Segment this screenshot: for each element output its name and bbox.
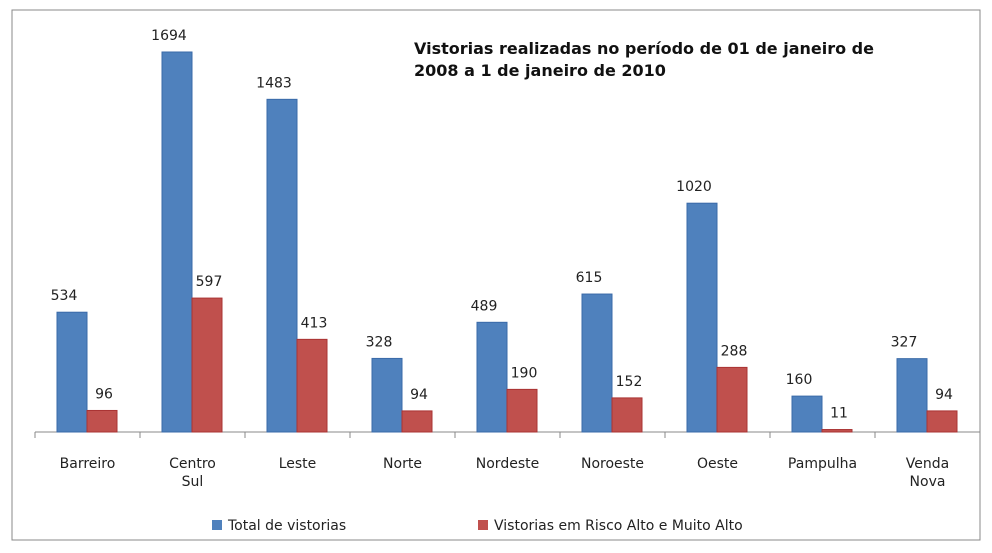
- bar: [401, 410, 433, 433]
- bar: [896, 358, 928, 433]
- bar: [581, 293, 613, 433]
- data-label: 615: [576, 270, 603, 286]
- x-tick-label-line: Sul: [182, 474, 204, 490]
- x-tick-label: Nordeste: [476, 456, 539, 472]
- legend-swatch: [478, 520, 488, 530]
- bar: [371, 357, 403, 433]
- bar: [56, 311, 88, 433]
- legend-label: Vistorias em Risco Alto e Muito Alto: [494, 518, 743, 534]
- data-label: 597: [196, 274, 223, 290]
- data-label: 288: [721, 343, 748, 359]
- bar: [686, 202, 718, 433]
- bar: [191, 297, 223, 433]
- x-tick-label-line: Nordeste: [476, 456, 539, 472]
- x-tick-label: Centro Sul: [169, 456, 216, 490]
- x-tick-label: Norte: [383, 456, 422, 472]
- bar: [506, 388, 538, 433]
- bar: [476, 321, 508, 433]
- x-tick-label-line: Centro: [169, 456, 216, 472]
- x-tick-label: Noroeste: [581, 456, 644, 472]
- bar: [161, 51, 193, 433]
- data-label: 94: [935, 387, 953, 403]
- data-label: 190: [511, 365, 538, 381]
- x-tick-label: Barreiro: [60, 456, 116, 472]
- x-tick-label-line: Barreiro: [60, 456, 116, 472]
- chart-title: Vistorias realizadas no período de 01 de…: [414, 39, 874, 80]
- data-label: 328: [366, 334, 393, 350]
- data-label: 94: [410, 387, 428, 403]
- bar: [926, 410, 958, 433]
- x-tick-label-line: Nova: [910, 474, 946, 490]
- bar: [716, 366, 748, 433]
- x-tick-label-line: Venda: [906, 456, 949, 472]
- bar: [611, 397, 643, 433]
- x-tick-label: Pampulha: [788, 456, 857, 472]
- data-label: 534: [51, 288, 78, 304]
- x-tick-label-line: Leste: [279, 456, 317, 472]
- legend-swatch: [212, 520, 222, 530]
- legend-label: Total de vistorias: [227, 518, 346, 534]
- chart-frame: [11, 9, 981, 541]
- x-tick-label: Venda Nova: [906, 456, 949, 490]
- bar: [266, 98, 298, 433]
- data-label: 96: [95, 386, 113, 402]
- bar: [791, 395, 823, 433]
- data-label: 160: [786, 372, 813, 388]
- x-tick-label-line: Oeste: [697, 456, 738, 472]
- x-tick-label: Leste: [279, 456, 317, 472]
- data-label: 489: [471, 298, 498, 314]
- bar: [821, 429, 853, 433]
- data-label: 11: [830, 406, 848, 422]
- x-tick-label: Oeste: [697, 456, 738, 472]
- data-label: 152: [616, 374, 643, 390]
- bar: [86, 409, 118, 433]
- x-tick-label-line: Norte: [383, 456, 422, 472]
- x-tick-label-line: Noroeste: [581, 456, 644, 472]
- data-label: 1483: [256, 75, 292, 91]
- x-tick-label-line: Pampulha: [788, 456, 857, 472]
- data-label: 1020: [676, 179, 712, 195]
- data-label: 1694: [151, 28, 187, 44]
- data-label: 413: [301, 315, 328, 331]
- data-label: 327: [891, 335, 918, 351]
- bar: [296, 338, 328, 433]
